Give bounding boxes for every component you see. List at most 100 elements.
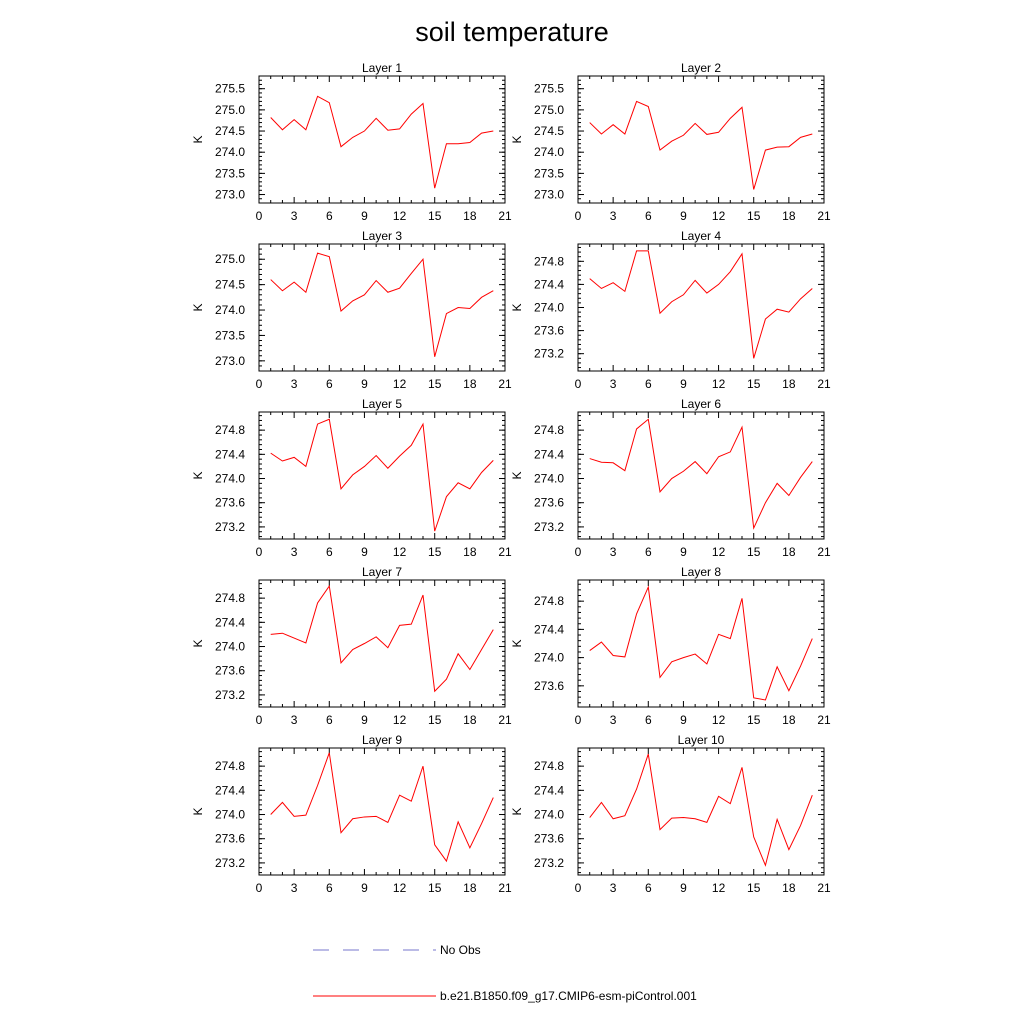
- x-tick-label: 3: [291, 209, 298, 223]
- plot-frame: [258, 243, 506, 372]
- x-tick-label: 3: [291, 545, 298, 559]
- y-axis-label: K: [191, 639, 205, 647]
- x-tick-label: 9: [361, 377, 368, 391]
- x-tick-label: 18: [463, 545, 477, 559]
- x-tick-label: 0: [575, 377, 582, 391]
- y-tick-label: 274.8: [534, 254, 564, 268]
- x-tick-label: 6: [326, 545, 333, 559]
- plot-frame: [577, 747, 825, 876]
- y-tick-label: 274.4: [534, 622, 564, 636]
- x-tick-label: 18: [782, 713, 796, 727]
- y-tick-label: 273.6: [534, 679, 564, 693]
- x-tick-label: 9: [361, 881, 368, 895]
- x-tick-label: 3: [291, 377, 298, 391]
- x-tick-label: 0: [256, 881, 263, 895]
- x-tick-label: 21: [817, 881, 831, 895]
- y-axis-label: K: [510, 135, 524, 143]
- x-tick-label: 21: [817, 377, 831, 391]
- x-tick-label: 3: [610, 545, 617, 559]
- panel-title: Layer 3: [362, 229, 402, 243]
- x-tick-label: 18: [463, 713, 477, 727]
- x-tick-label: 15: [747, 881, 761, 895]
- x-tick-label: 15: [428, 881, 442, 895]
- y-axis-label: K: [510, 639, 524, 647]
- panel-title: Layer 6: [681, 397, 721, 411]
- y-tick-label: 274.0: [534, 472, 564, 486]
- x-tick-label: 12: [393, 881, 407, 895]
- x-tick-label: 12: [712, 713, 726, 727]
- x-tick-label: 6: [326, 209, 333, 223]
- chart-panel-9: Layer 9 K 0 3 6 9 12 15 18 21 273.2 273.6 274.0 274.4…: [191, 733, 512, 895]
- x-tick-label: 12: [712, 377, 726, 391]
- x-tick-label: 9: [361, 713, 368, 727]
- y-axis-label: K: [191, 303, 205, 311]
- x-tick-label: 12: [712, 881, 726, 895]
- series-line: [589, 250, 813, 359]
- x-tick-label: 12: [712, 545, 726, 559]
- series-line: [270, 584, 494, 693]
- x-tick-label: 9: [680, 545, 687, 559]
- x-tick-label: 3: [291, 713, 298, 727]
- y-tick-label: 273.6: [215, 664, 245, 678]
- plot-frame: [258, 411, 506, 540]
- x-tick-label: 0: [575, 881, 582, 895]
- y-tick-label: 274.4: [215, 615, 245, 629]
- y-tick-label: 274.8: [534, 759, 564, 773]
- y-tick-label: 273.2: [534, 856, 564, 870]
- y-tick-label: 274.4: [534, 277, 564, 291]
- y-tick-label: 274.5: [215, 124, 245, 138]
- y-tick-label: 274.5: [215, 278, 245, 292]
- chart-panel-10: Layer 10 K 0 3 6 9 12 15 18 21 273.2 273.6 274.0 274.…: [510, 733, 831, 895]
- x-tick-label: 21: [498, 713, 512, 727]
- x-tick-label: 21: [498, 209, 512, 223]
- x-tick-label: 18: [782, 881, 796, 895]
- x-tick-label: 0: [256, 209, 263, 223]
- y-tick-label: 274.8: [215, 759, 245, 773]
- x-tick-label: 18: [782, 377, 796, 391]
- x-tick-label: 9: [680, 881, 687, 895]
- x-tick-label: 21: [817, 209, 831, 223]
- y-tick-label: 274.0: [534, 145, 564, 159]
- legend-no-obs-label: No Obs: [440, 943, 481, 957]
- x-tick-label: 21: [817, 545, 831, 559]
- y-tick-label: 274.0: [215, 640, 245, 654]
- x-tick-label: 3: [610, 209, 617, 223]
- y-tick-label: 273.2: [534, 520, 564, 534]
- x-tick-label: 9: [680, 377, 687, 391]
- y-tick-label: 273.6: [534, 496, 564, 510]
- x-tick-label: 18: [782, 545, 796, 559]
- x-tick-label: 12: [393, 713, 407, 727]
- y-tick-label: 273.5: [215, 328, 245, 342]
- figure-title: soil temperature: [415, 17, 609, 47]
- chart-panel-4: Layer 4 K 0 3 6 9 12 15 18 21 273.2 273.6 274.0 274.4…: [510, 229, 831, 391]
- x-tick-label: 0: [575, 545, 582, 559]
- y-tick-label: 273.2: [215, 520, 245, 534]
- x-tick-label: 9: [361, 545, 368, 559]
- x-tick-label: 6: [326, 713, 333, 727]
- x-tick-label: 15: [747, 545, 761, 559]
- panel-title: Layer 8: [681, 565, 721, 579]
- plot-frame: [258, 579, 506, 708]
- x-tick-label: 0: [256, 545, 263, 559]
- panel-title: Layer 5: [362, 397, 402, 411]
- y-tick-label: 275.0: [215, 252, 245, 266]
- y-tick-label: 273.6: [215, 832, 245, 846]
- plot-frame: [577, 411, 825, 540]
- y-tick-label: 274.4: [215, 783, 245, 797]
- y-tick-label: 274.0: [215, 808, 245, 822]
- y-tick-label: 274.0: [215, 472, 245, 486]
- y-tick-label: 274.5: [534, 124, 564, 138]
- plot-frame: [577, 243, 825, 372]
- x-tick-label: 0: [575, 209, 582, 223]
- chart-panels: Layer 1 K 0 3 6 9 12 15 18 21 273.0 273.5 274.0 274.5…: [191, 61, 831, 895]
- x-tick-label: 3: [610, 377, 617, 391]
- y-tick-label: 273.0: [534, 188, 564, 202]
- y-tick-label: 274.8: [534, 423, 564, 437]
- x-tick-label: 21: [498, 881, 512, 895]
- chart-panel-7: Layer 7 K 0 3 6 9 12 15 18 21 273.2 273.6 274.0 274.4…: [191, 565, 512, 727]
- y-tick-label: 274.0: [215, 303, 245, 317]
- x-tick-label: 12: [393, 545, 407, 559]
- x-tick-label: 15: [428, 377, 442, 391]
- y-tick-label: 274.8: [534, 594, 564, 608]
